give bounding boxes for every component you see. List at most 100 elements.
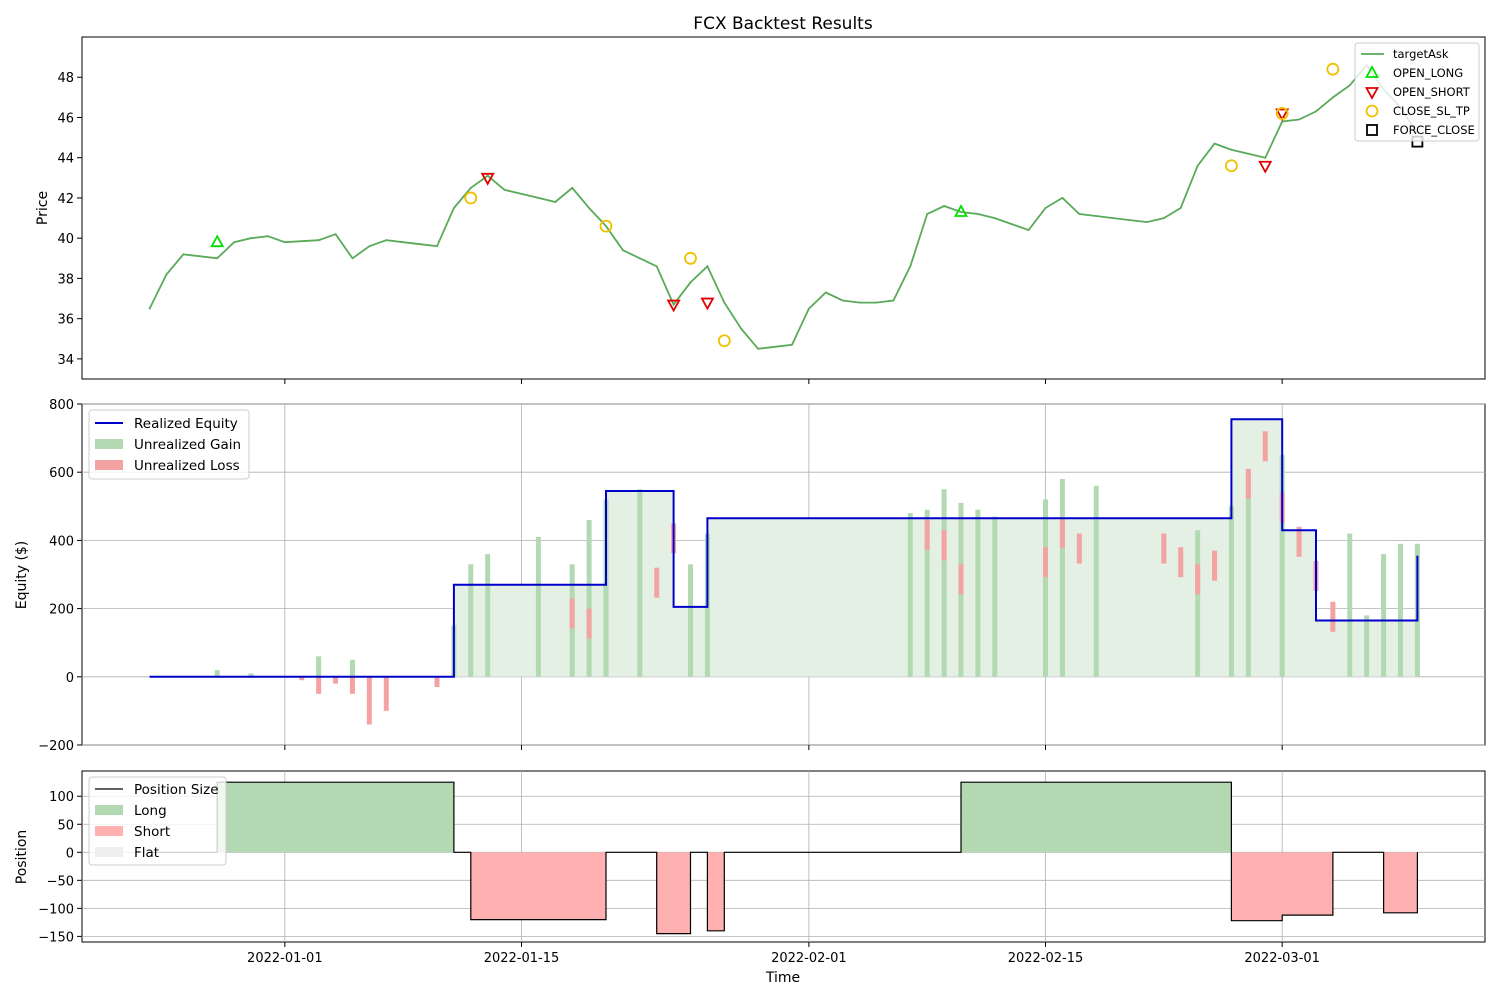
unrealized-gain-bar [485, 554, 491, 677]
y-tick-label: 40 [57, 232, 74, 247]
data-point [926, 213, 929, 215]
price-y-ticks: 34 36 38 40 42 44 46 48 [57, 71, 82, 368]
unrealized-loss-bar [1330, 601, 1336, 632]
y-tick-label: −200 [38, 739, 74, 754]
y-tick-label: 42 [57, 192, 74, 207]
data-point [1315, 110, 1317, 113]
unrealized-loss-bar [586, 608, 592, 639]
legend-swatch [95, 439, 123, 449]
unrealized-gain-bar [1043, 499, 1049, 677]
data-point [723, 301, 726, 304]
unrealized-gain-bar [1059, 479, 1065, 677]
legend-label: Unrealized Loss [134, 458, 240, 474]
legend-label: Position Size [134, 782, 219, 798]
unrealized-loss-bar [1076, 533, 1082, 564]
data-point [588, 207, 591, 209]
equity-y-label: Equity ($) [14, 541, 30, 610]
legend-swatch [1365, 104, 1379, 118]
y-tick-label: 600 [49, 466, 74, 481]
unrealized-gain-bar [1364, 615, 1370, 677]
position-legend: Position Size Long Short Flat [88, 776, 227, 866]
marker-open-short [1258, 160, 1273, 174]
data-point [655, 265, 658, 268]
x-tick-label: 2022-01-01 [247, 951, 323, 966]
data-point [875, 301, 878, 304]
unrealized-gain-bar [248, 673, 254, 677]
unrealized-gain-bar [1397, 543, 1403, 677]
marker-open-short [480, 172, 495, 186]
marker-open-short [700, 297, 715, 311]
data-point [283, 241, 286, 244]
data-point [419, 243, 421, 246]
unrealized-loss-bar [1296, 526, 1302, 557]
unrealized-loss-bar [299, 676, 305, 681]
unrealized-loss-bar [1178, 547, 1184, 578]
x-axis-label: Time [765, 970, 800, 986]
y-tick-label: −100 [38, 902, 74, 917]
data-point [1010, 223, 1013, 225]
y-tick-label: 800 [49, 398, 74, 413]
legend-label: Short [134, 824, 170, 840]
data-point [892, 299, 895, 302]
x-tick-label: 2022-02-15 [1008, 951, 1084, 966]
realized-equity-area [149, 419, 1418, 677]
unrealized-loss-bar [349, 676, 355, 694]
data-point [1331, 96, 1334, 99]
data-point [960, 211, 962, 213]
data-point [672, 303, 675, 306]
unrealized-gain-bar [1381, 554, 1387, 677]
unrealized-gain-bar [1347, 533, 1353, 677]
unrealized-loss-bar [1043, 547, 1049, 578]
data-point [605, 225, 607, 228]
legend-box [1354, 42, 1480, 142]
y-tick-label: 50 [57, 818, 74, 833]
x-tick-label: 2022-02-01 [771, 951, 847, 966]
legend-label: CLOSE_SL_TP [1393, 104, 1470, 118]
data-point [1044, 207, 1047, 209]
unrealized-gain-bar [214, 669, 220, 677]
data-point [622, 249, 624, 252]
unrealized-loss-bar [1245, 468, 1251, 499]
unrealized-gain-bar [349, 659, 355, 677]
marker-open-long [210, 234, 225, 248]
data-point [436, 245, 438, 248]
data-point [706, 265, 709, 268]
data-point [300, 240, 303, 243]
data-point [1027, 229, 1030, 232]
legend-label: FORCE_CLOSE [1393, 123, 1475, 137]
data-point [858, 301, 861, 304]
data-point [1348, 84, 1351, 87]
unrealized-loss-bar [366, 676, 372, 725]
x-tick-label: 2022-03-01 [1244, 951, 1320, 966]
unrealized-gain-bar [1195, 530, 1201, 677]
unrealized-loss-bar [941, 530, 947, 561]
y-tick-label: 36 [57, 313, 74, 328]
unrealized-gain-bar [975, 509, 981, 677]
data-point [520, 193, 523, 195]
y-tick-label: 44 [57, 152, 74, 167]
data-point [824, 291, 827, 294]
legend-swatch [95, 826, 123, 836]
unrealized-loss-bar [958, 564, 964, 595]
marker-close-sl-tp [1275, 107, 1289, 120]
marker-close-sl-tp [599, 219, 613, 233]
data-point [909, 265, 912, 268]
legend-swatch [95, 460, 123, 470]
unrealized-loss-bar [383, 676, 389, 711]
legend-label: Flat [134, 845, 159, 861]
data-point [368, 245, 371, 248]
marker-open-short [1275, 108, 1290, 122]
data-point [1061, 197, 1064, 199]
y-tick-label: 0 [66, 671, 74, 686]
series-line-position-size [149, 781, 1419, 935]
data-point [571, 186, 574, 189]
marker-open-long [953, 204, 969, 217]
unrealized-gain-bar [992, 516, 998, 677]
y-tick-label: 46 [57, 111, 74, 126]
y-tick-label: −50 [47, 874, 74, 889]
data-point [807, 307, 810, 310]
y-tick-label: −150 [38, 930, 74, 945]
equity-legend: Realized Equity Unrealized Gain Unrealized… [88, 409, 250, 480]
